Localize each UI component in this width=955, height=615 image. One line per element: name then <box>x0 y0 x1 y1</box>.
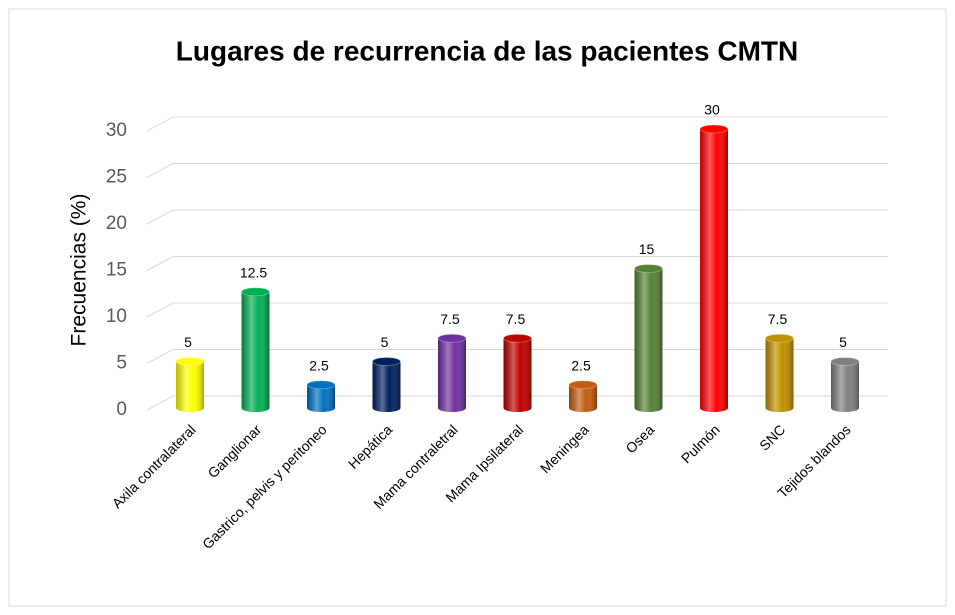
bar-cap <box>568 380 598 390</box>
grid-line <box>146 116 888 132</box>
bar-cap <box>634 264 663 273</box>
data-label: 5 <box>184 334 192 350</box>
data-label: 5 <box>839 334 847 350</box>
bar-shade <box>634 268 663 412</box>
data-label: 2.5 <box>309 357 329 373</box>
grid-line <box>146 256 888 271</box>
y-tick-label: 20 <box>106 213 127 234</box>
y-axis-label: Frecuencias (%) <box>68 194 91 347</box>
data-label: 7.5 <box>768 311 788 327</box>
bar-cap <box>765 333 794 343</box>
y-tick-label: 30 <box>106 120 127 141</box>
bar-shade <box>569 384 597 412</box>
bar-shade <box>241 291 270 412</box>
y-tick-label: 25 <box>106 167 127 188</box>
data-label: 5 <box>381 334 389 350</box>
y-tick-label: 5 <box>116 353 127 374</box>
grid-line <box>146 209 888 225</box>
data-label: 30 <box>704 102 720 118</box>
bar-shade <box>372 361 401 412</box>
data-label: 7.5 <box>440 311 460 327</box>
bar-cap <box>372 357 401 366</box>
bar-shade <box>438 338 466 412</box>
bar-shade <box>765 338 794 412</box>
bar-cap <box>503 333 532 343</box>
bar-shade <box>307 384 335 412</box>
bar-cap <box>175 357 205 366</box>
chart-border <box>8 8 947 607</box>
grid-line <box>146 163 888 178</box>
bar-cap <box>437 333 467 343</box>
data-label: 2.5 <box>571 357 591 373</box>
bar-cap <box>830 357 860 366</box>
data-label: 7.5 <box>506 311 526 327</box>
bar-cap <box>699 124 729 134</box>
bar-shade <box>831 361 859 412</box>
bar-cap <box>241 287 270 297</box>
chart-title: Lugares de recurrencia de las pacientes … <box>176 35 798 66</box>
bar-shade <box>176 361 204 412</box>
data-label: 15 <box>639 241 655 257</box>
y-tick-label: 15 <box>106 260 127 281</box>
data-label: 12.5 <box>240 264 267 280</box>
y-tick-label: 0 <box>116 399 127 420</box>
y-tick-label: 10 <box>106 306 127 327</box>
bar-shade <box>503 338 532 412</box>
bar-cap <box>306 380 336 390</box>
bar-shade <box>700 129 728 412</box>
